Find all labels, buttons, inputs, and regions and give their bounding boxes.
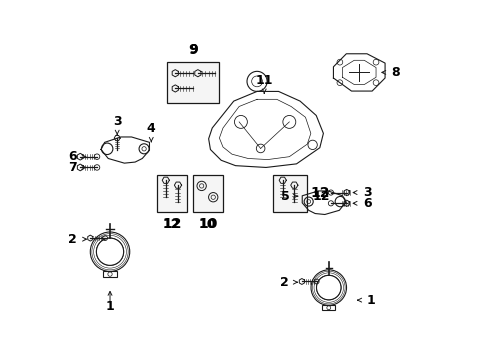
Text: 2: 2 [279, 276, 287, 289]
Text: 10: 10 [198, 217, 217, 230]
Text: 10: 10 [199, 218, 216, 231]
Bar [322, 305, 335, 310]
Text: 3: 3 [362, 186, 371, 199]
Text: 12: 12 [309, 186, 329, 201]
Text: 2: 2 [68, 233, 77, 246]
Text: 7: 7 [68, 161, 77, 174]
Text: 1: 1 [366, 294, 374, 307]
Text: 5: 5 [280, 190, 289, 203]
Bar [156, 175, 187, 212]
Text: 11: 11 [255, 74, 272, 87]
Text: 1: 1 [105, 300, 114, 313]
Bar [167, 62, 219, 103]
Text: 3: 3 [113, 115, 121, 128]
Text: 9: 9 [188, 43, 198, 57]
Text: 6: 6 [362, 197, 371, 210]
Bar [102, 271, 117, 277]
Text: 12: 12 [162, 217, 181, 230]
Text: 6: 6 [68, 150, 77, 163]
Text: 12: 12 [163, 218, 180, 231]
Bar [273, 175, 306, 212]
Bar [192, 175, 223, 212]
Text: 9: 9 [189, 43, 198, 56]
Text: 4: 4 [146, 122, 155, 135]
Text: 8: 8 [391, 66, 399, 79]
Text: 12: 12 [312, 190, 329, 203]
